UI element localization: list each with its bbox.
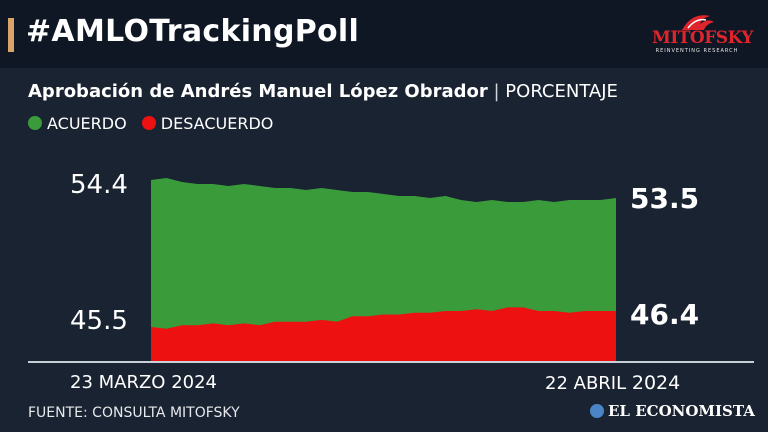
x-tick-label-end-year: 2024	[631, 372, 681, 394]
legend-swatch-acuerdo	[28, 116, 42, 130]
logo-emblem-icon	[682, 15, 714, 30]
legend-swatch-desacuerdo	[141, 116, 156, 130]
legend-label-desacuerdo: DESACUERDO	[160, 114, 274, 133]
x-axis-line	[28, 361, 754, 363]
subtitle-separator: |	[487, 81, 506, 102]
end-value-label-acuerdo: 53.5	[630, 182, 700, 215]
x-tick-label-start: 23 MARZO 2024	[70, 372, 218, 393]
logo-wordmark: MITOFSKY	[652, 28, 754, 48]
area-series-desacuerdo	[151, 307, 616, 362]
header-band	[0, 0, 768, 68]
chart-subtitle: Aprobación de Andrés Manuel López Obrado…	[28, 81, 618, 102]
source-note: FUENTE: CONSULTA MITOFSKY	[28, 405, 240, 421]
ytick-label-top: 54.4	[70, 170, 128, 200]
publisher-emblem-icon	[590, 404, 604, 418]
chart-hashtag-title: #AMLOTrackingPoll	[26, 14, 360, 49]
mitofsky-logo: MITOFSKY REINVENTING RESEARCH	[652, 10, 754, 60]
x-tick-label-end: 22 ABRIL 2024	[545, 372, 680, 394]
end-value-label-desacuerdo: 46.4	[630, 298, 700, 331]
legend-label-acuerdo: ACUERDO	[47, 114, 127, 133]
subtitle-main: Aprobación de Andrés Manuel López Obrado…	[28, 81, 488, 102]
publisher-name: EL ECONOMISTA	[608, 402, 755, 420]
subtitle-unit: PORCENTAJE	[505, 81, 618, 102]
publisher-logo: EL ECONOMISTA	[590, 402, 755, 420]
legend-item-acuerdo: ACUERDO	[28, 114, 127, 133]
chart-legend: ACUERDO DESACUERDO	[28, 114, 283, 133]
x-tick-label-end-date: 22 ABRIL	[545, 373, 627, 394]
legend-item-desacuerdo: DESACUERDO	[141, 114, 274, 133]
ytick-label-bottom: 45.5	[70, 306, 128, 336]
logo-tagline: REINVENTING RESEARCH	[655, 48, 739, 54]
accent-bar	[8, 18, 14, 52]
